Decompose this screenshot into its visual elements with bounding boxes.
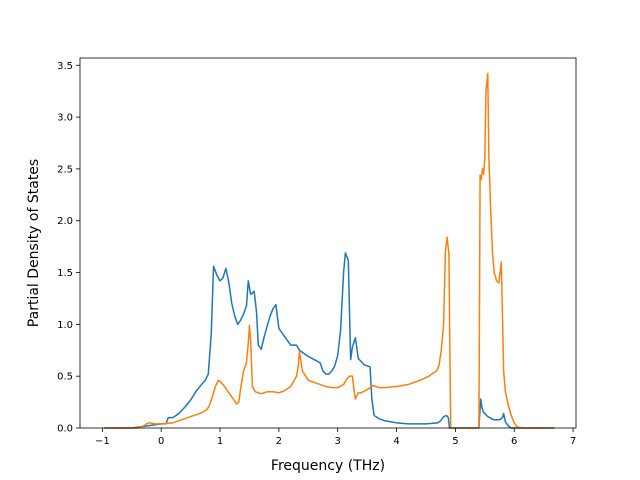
x-tick-label: −1	[95, 436, 110, 447]
y-axis: 0.0 0.5 1.0 1.5 2.0 2.5 3.0 3.5	[57, 61, 80, 435]
y-tick-label: 1.0	[57, 320, 73, 331]
y-axis-label: Partial Density of States	[26, 159, 42, 327]
y-tick-label: 3.5	[57, 61, 73, 72]
x-tick-label: 3	[335, 436, 341, 447]
x-tick-label: 1	[217, 436, 223, 447]
y-tick-label: 2.5	[57, 164, 73, 175]
x-tick-label: 0	[158, 436, 164, 447]
plot-frame	[79, 57, 577, 429]
y-tick-label: 3.0	[57, 113, 73, 124]
series-line-2	[104, 72, 555, 429]
series-line-1	[104, 252, 555, 429]
series-layer	[104, 72, 555, 429]
x-axis-label: Frequency (THz)	[271, 458, 385, 474]
y-tick-label: 0.0	[57, 424, 73, 435]
x-tick-label: 7	[570, 436, 576, 447]
x-axis: −1 0 1 2 3 4 5 6 7	[95, 428, 576, 447]
x-tick-label: 5	[452, 436, 458, 447]
y-tick-label: 1.5	[57, 268, 73, 279]
x-tick-label: 4	[393, 436, 399, 447]
y-tick-label: 2.0	[57, 216, 73, 227]
plot-area	[80, 58, 576, 428]
x-tick-label: 2	[276, 436, 282, 447]
y-tick-label: 0.5	[57, 372, 73, 383]
x-tick-label: 6	[511, 436, 517, 447]
